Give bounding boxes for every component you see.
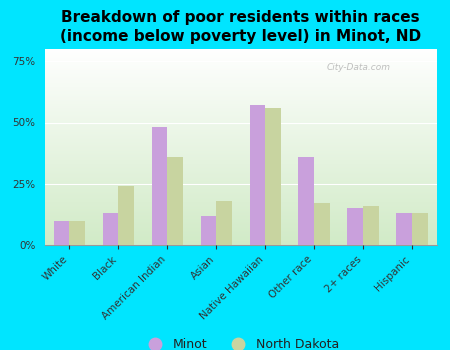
Bar	[152, 127, 167, 245]
Bar	[314, 203, 330, 245]
Bar	[69, 220, 85, 245]
Bar	[54, 220, 69, 245]
Legend: Minot, North Dakota: Minot, North Dakota	[137, 333, 344, 350]
Bar	[412, 213, 427, 245]
Bar	[298, 157, 314, 245]
Title: Breakdown of poor residents within races
(income below poverty level) in Minot, : Breakdown of poor residents within races…	[60, 10, 421, 44]
Bar	[201, 216, 216, 245]
Bar	[103, 213, 118, 245]
Bar	[265, 108, 281, 245]
Bar	[347, 208, 363, 245]
Bar	[250, 105, 265, 245]
Bar	[396, 213, 412, 245]
Bar	[216, 201, 232, 245]
Bar	[363, 206, 379, 245]
Bar	[167, 157, 183, 245]
Text: City-Data.com: City-Data.com	[327, 63, 391, 72]
Bar	[118, 186, 134, 245]
